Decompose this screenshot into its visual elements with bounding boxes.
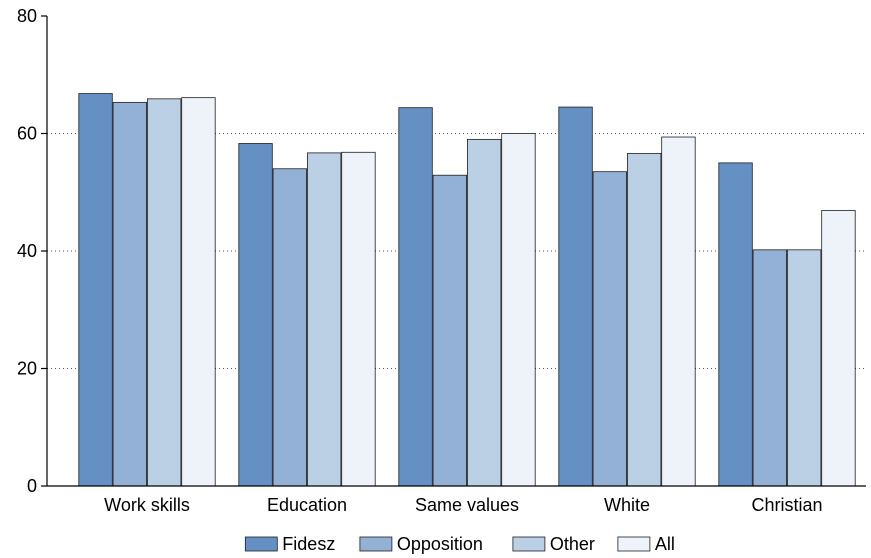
bar-opposition-white	[592, 171, 627, 487]
y-tick-label: 80	[17, 6, 37, 26]
legend-swatch-opposition	[359, 536, 393, 552]
legend-swatch-all	[617, 536, 651, 552]
bar-opposition-same-values	[432, 174, 468, 487]
y-tick-label: 60	[17, 124, 37, 144]
y-ticks: 0 20 40 60 80	[17, 6, 47, 496]
x-category-label: Christian	[751, 495, 822, 515]
bar-fidesz-same-values	[398, 107, 433, 487]
bar-fidesz-education	[238, 143, 273, 487]
bar-other-christian	[787, 249, 822, 487]
x-category-label: White	[604, 495, 650, 515]
bar-all-education	[341, 151, 376, 487]
bar-opposition-education	[272, 168, 308, 487]
bar-fidesz-work-skills	[78, 93, 113, 487]
y-tick-label: 0	[27, 476, 37, 496]
legend-label-fidesz: Fidesz	[282, 534, 335, 554]
y-tick-label: 20	[17, 359, 37, 379]
y-tick-label: 40	[17, 241, 37, 261]
bar-all-christian	[821, 210, 856, 487]
x-category-label: Education	[267, 495, 347, 515]
legend-label-all: All	[655, 534, 675, 554]
x-category-label: Work skills	[104, 495, 190, 515]
legend-swatch-fidesz	[244, 536, 278, 552]
bars	[78, 93, 856, 487]
bar-other-same-values	[466, 138, 502, 487]
bar-fidesz-white	[558, 106, 593, 487]
legend-swatch-other	[512, 536, 546, 552]
legend-label-other: Other	[550, 534, 595, 554]
bar-fidesz-christian	[718, 162, 753, 487]
legend: Fidesz Opposition Other All	[244, 534, 675, 554]
bar-all-white	[661, 136, 696, 487]
legend-label-opposition: Opposition	[397, 534, 483, 554]
x-category-label: Same values	[415, 495, 519, 515]
bar-all-work-skills	[181, 97, 216, 487]
bar-all-same-values	[501, 133, 536, 487]
bar-opposition-christian	[752, 249, 787, 487]
bar-other-work-skills	[146, 98, 182, 487]
bar-opposition-work-skills	[112, 101, 147, 487]
bar-other-education	[306, 152, 342, 487]
bar-other-white	[627, 153, 662, 487]
x-labels: Work skills Education Same values White Chri…	[104, 495, 822, 515]
